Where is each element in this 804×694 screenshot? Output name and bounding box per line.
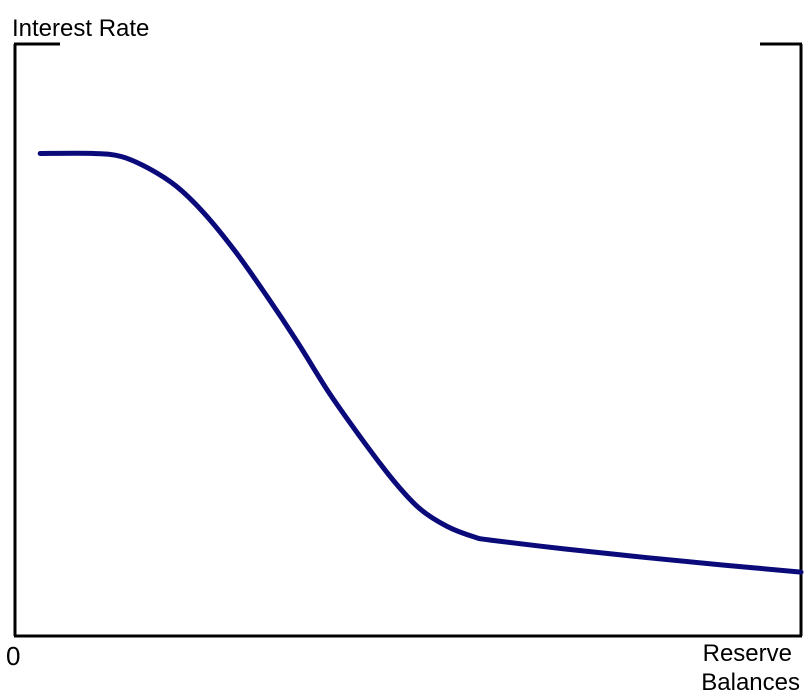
origin-label: 0 [6, 641, 20, 671]
x-axis-label-line-1: Reserve [703, 640, 792, 667]
x-axis-label-line-2: Balances [701, 669, 800, 694]
y-axis-label: Interest Rate [12, 15, 149, 42]
series-line-curve [37, 150, 804, 575]
